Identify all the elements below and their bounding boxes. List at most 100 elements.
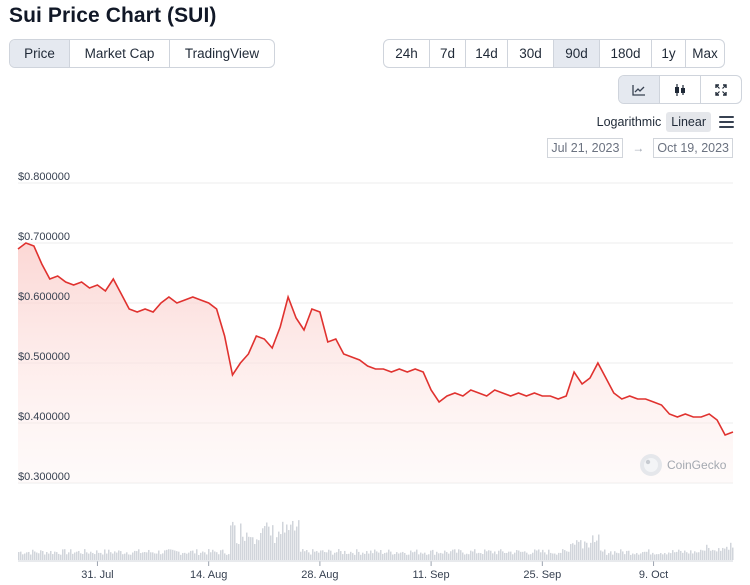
volume-bar — [190, 550, 192, 560]
x-tick-label: 31. Jul — [81, 569, 113, 581]
range-1y-button[interactable]: 1y — [652, 40, 686, 67]
volume-bar — [452, 549, 454, 560]
volume-bar — [476, 553, 478, 560]
volume-bar — [532, 552, 534, 560]
volume-bar — [166, 549, 168, 560]
volume-bar — [302, 549, 304, 560]
range-180d-button[interactable]: 180d — [600, 40, 652, 67]
volume-bar — [370, 550, 372, 560]
volume-bar — [188, 552, 190, 560]
volume-bar — [616, 552, 618, 560]
candlestick-button[interactable] — [660, 76, 701, 103]
volume-bar — [182, 553, 184, 560]
volume-bar — [572, 543, 574, 560]
volume-bar — [156, 553, 158, 560]
volume-bar — [142, 552, 144, 560]
volume-bar — [224, 553, 226, 560]
volume-bar — [728, 549, 730, 560]
range-7d-button[interactable]: 7d — [430, 40, 466, 67]
tab-tradingview[interactable]: TradingView — [184, 46, 260, 61]
volume-bar — [594, 542, 596, 560]
volume-bar — [528, 554, 530, 560]
volume-bar — [516, 550, 518, 560]
volume-bar — [514, 552, 516, 560]
volume-bar — [652, 552, 654, 560]
volume-bar — [624, 554, 626, 560]
volume-bar — [280, 534, 282, 560]
date-from-input[interactable]: Jul 21, 2023 — [547, 138, 624, 158]
volume-bar — [312, 549, 314, 560]
hamburger-menu-icon[interactable] — [719, 116, 734, 128]
range-max-button[interactable]: Max — [692, 46, 718, 61]
volume-bar — [704, 550, 706, 560]
volume-bar — [526, 552, 528, 560]
volume-bar — [128, 554, 130, 560]
volume-bar — [434, 554, 436, 560]
volume-bar — [608, 553, 610, 560]
volume-bar — [262, 528, 264, 560]
volume-bar — [380, 550, 382, 560]
volume-bar — [732, 547, 734, 560]
volume-bar — [320, 550, 322, 560]
volume-bar — [26, 552, 28, 560]
range-14d-button[interactable]: 14d — [466, 40, 508, 67]
volume-bar — [612, 554, 614, 560]
volume-bar — [372, 553, 374, 560]
volume-bar — [344, 550, 346, 560]
volume-bar — [460, 550, 462, 560]
volume-bar — [192, 550, 194, 560]
volume-bar — [686, 552, 688, 560]
range-24h-button[interactable]: 24h — [384, 40, 430, 67]
date-to-input[interactable]: Oct 19, 2023 — [653, 138, 733, 158]
volume-bar — [468, 554, 470, 560]
volume-bar — [368, 553, 370, 560]
tab-price[interactable]: Price — [10, 40, 70, 67]
volume-bar — [708, 547, 710, 560]
volume-bar — [644, 551, 646, 560]
volume-bar — [74, 552, 76, 560]
volume-bar — [390, 551, 392, 560]
volume-bar — [672, 550, 674, 560]
volume-bar — [62, 549, 64, 560]
y-tick-label: $0.300000 — [18, 471, 70, 483]
volume-bar — [22, 554, 24, 560]
volume-bar — [270, 535, 272, 560]
range-90d-button[interactable]: 90d — [554, 40, 600, 67]
volume-bar — [432, 549, 434, 560]
volume-bar — [330, 550, 332, 560]
line-chart-button[interactable] — [619, 76, 660, 103]
volume-bar — [676, 551, 678, 560]
volume-bar — [722, 547, 724, 560]
volume-bar — [20, 551, 22, 560]
volume-bar — [666, 554, 668, 560]
volume-bar — [554, 553, 556, 560]
volume-bar — [148, 549, 150, 560]
x-tick-label: 28. Aug — [301, 569, 338, 581]
volume-bar — [504, 552, 506, 560]
tab-market-cap[interactable]: Market Cap — [70, 40, 170, 67]
volume-bar — [680, 550, 682, 560]
x-tick-label: 14. Aug — [190, 569, 227, 581]
volume-bar — [542, 549, 544, 560]
volume-bar — [244, 540, 246, 560]
volume-bar — [570, 544, 572, 560]
volume-bar — [176, 551, 178, 560]
volume-bar — [548, 549, 550, 560]
volume-bar — [70, 549, 72, 560]
volume-bar — [228, 554, 230, 560]
volume-bar — [348, 553, 350, 560]
volume-bar — [216, 552, 218, 560]
volume-bar — [426, 554, 428, 560]
volume-bar — [150, 552, 152, 560]
volume-bar — [552, 553, 554, 560]
volume-bar — [318, 552, 320, 560]
logarithmic-option[interactable]: Logarithmic — [596, 115, 662, 129]
volume-bar — [404, 553, 406, 560]
volume-bar — [52, 554, 54, 560]
volume-bar — [522, 551, 524, 560]
linear-option[interactable]: Linear — [666, 112, 711, 132]
fullscreen-button[interactable] — [701, 76, 741, 103]
range-30d-button[interactable]: 30d — [508, 40, 554, 67]
volume-bar — [544, 552, 546, 560]
volume-bar — [662, 554, 664, 560]
